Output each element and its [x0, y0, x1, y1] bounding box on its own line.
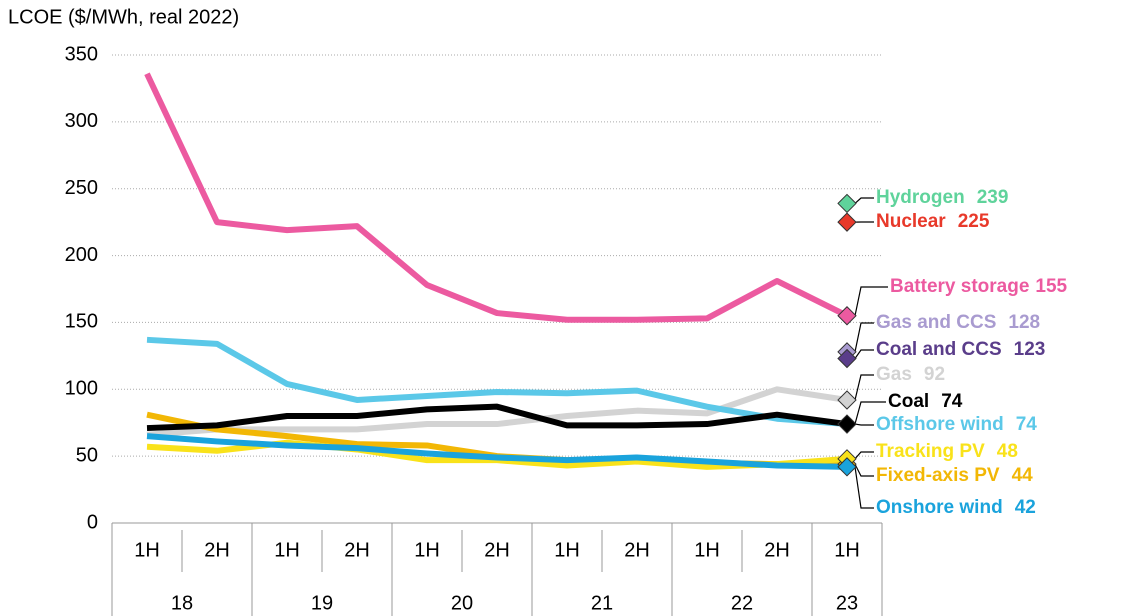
- series-name: Battery storage: [890, 276, 1029, 297]
- y-tick-label: 0: [87, 511, 98, 533]
- y-axis-label: LCOE ($/MWh, real 2022): [8, 6, 239, 28]
- x-tick-label: 1H: [694, 539, 720, 561]
- y-tick-label: 50: [76, 444, 98, 466]
- value-label: 42: [1015, 497, 1036, 518]
- end-marker: [837, 457, 857, 477]
- series-name: Gas: [876, 364, 912, 385]
- x-tick-label: 2H: [344, 539, 370, 561]
- group-label: 20: [451, 592, 473, 614]
- series-label: Tracking PV 48: [876, 441, 1018, 462]
- x-tick-label: 1H: [134, 539, 160, 561]
- group-label: 21: [591, 592, 613, 614]
- series-name: Gas and CCS: [876, 312, 996, 333]
- x-tick-label: 2H: [764, 539, 790, 561]
- y-tick-label: 150: [65, 311, 98, 333]
- series-line: [146, 403, 848, 432]
- y-tick-label: 300: [65, 110, 98, 132]
- value-label: 44: [1012, 465, 1034, 486]
- group-label: 22: [731, 592, 753, 614]
- end-marker: [837, 212, 857, 232]
- series-label: Coal and CCS 123: [876, 339, 1045, 360]
- series-name: Hydrogen: [876, 187, 965, 208]
- series-label: Coal 74: [888, 391, 963, 412]
- series-name: Offshore wind: [876, 414, 1004, 435]
- y-tick-label: 100: [65, 378, 98, 400]
- series-label: Offshore wind 74: [876, 414, 1037, 435]
- series-label: Battery storage 155: [890, 276, 1068, 297]
- value-label: 128: [1008, 312, 1040, 333]
- series-name: Tracking PV: [876, 441, 985, 462]
- series-line: [146, 386, 848, 438]
- value-label: 239: [977, 187, 1009, 208]
- series-name: Coal: [888, 391, 929, 412]
- end-marker: [837, 414, 857, 434]
- end-marker: [837, 390, 857, 410]
- x-tick-label: 1H: [834, 539, 860, 561]
- x-tick-label: 2H: [624, 539, 650, 561]
- series-label: Gas and CCS 128: [876, 312, 1040, 333]
- leader-line: [847, 466, 874, 509]
- value-label: 74: [1016, 414, 1038, 435]
- x-tick-label: 1H: [274, 539, 300, 561]
- x-tick-label: 1H: [554, 539, 580, 561]
- end-marker: [837, 348, 857, 369]
- value-label: 225: [958, 211, 990, 232]
- series-label: Nuclear 225: [876, 211, 990, 232]
- series-line: [144, 72, 849, 323]
- series-label: Gas 92: [876, 364, 945, 385]
- y-tick-label: 250: [65, 177, 98, 199]
- series-name: Fixed-axis PV: [876, 465, 1000, 486]
- series-name: Nuclear: [876, 211, 946, 232]
- value-label: 155: [1035, 276, 1067, 297]
- series-name: Coal and CCS: [876, 339, 1002, 360]
- value-label: 92: [924, 364, 945, 385]
- y-tick-label: 350: [65, 43, 98, 65]
- series-label: Onshore wind 42: [876, 497, 1036, 518]
- series-label: Fixed-axis PV 44: [876, 465, 1033, 486]
- group-label: 18: [171, 592, 193, 614]
- value-label: 48: [997, 441, 1018, 462]
- series-line: [146, 433, 848, 470]
- value-label: 74: [941, 391, 963, 412]
- y-tick-label: 200: [65, 244, 98, 266]
- series-label: Hydrogen 239: [876, 187, 1008, 208]
- series-line: [146, 336, 848, 428]
- end-marker: [837, 193, 857, 214]
- x-tick-label: 2H: [204, 539, 230, 561]
- end-marker: [837, 306, 857, 326]
- series-name: Onshore wind: [876, 497, 1003, 518]
- x-tick-label: 1H: [414, 539, 440, 561]
- x-tick-label: 2H: [484, 539, 510, 561]
- group-label: 19: [311, 592, 333, 614]
- group-label: 23: [836, 592, 858, 614]
- value-label: 123: [1014, 339, 1046, 360]
